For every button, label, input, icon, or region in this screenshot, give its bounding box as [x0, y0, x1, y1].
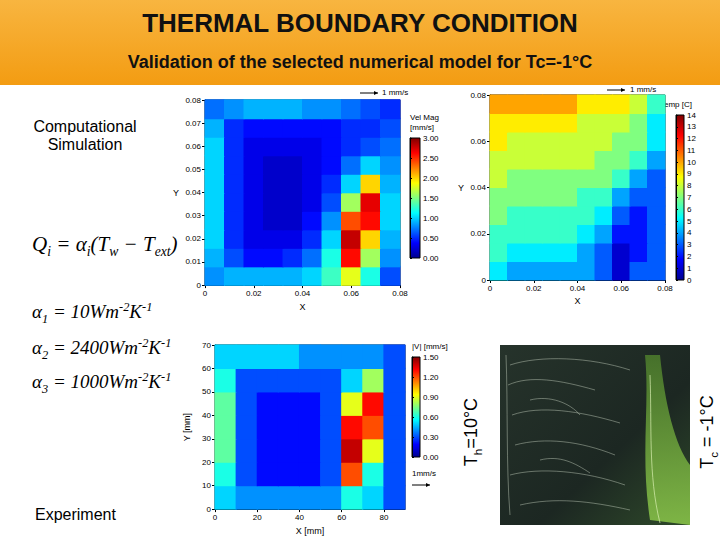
svg-text:Y [mm]: Y [mm] [182, 413, 192, 441]
svg-text:0.06: 0.06 [343, 289, 359, 298]
svg-text:0.08: 0.08 [657, 284, 673, 293]
svg-text:0.06: 0.06 [470, 137, 486, 146]
svg-text:0.03: 0.03 [185, 211, 201, 220]
svg-text:0.06: 0.06 [613, 284, 629, 293]
svg-text:0.01: 0.01 [185, 257, 201, 266]
svg-text:9: 9 [687, 169, 692, 178]
svg-text:40: 40 [202, 411, 211, 420]
svg-text:2.00: 2.00 [423, 174, 439, 183]
svg-text:|V| [mm/s]: |V| [mm/s] [412, 342, 448, 351]
html-text:α3= 1000 Wm-2K-1: α3= 1000 Wm-2K-1 [32, 370, 172, 397]
svg-text:0.00: 0.00 [423, 453, 439, 462]
svg-text:2: 2 [687, 252, 692, 261]
svg-text:40: 40 [295, 513, 304, 522]
svg-text:0.02: 0.02 [470, 229, 486, 238]
svg-text:0.02: 0.02 [185, 234, 201, 243]
html-text:T: T [697, 457, 717, 469]
svg-text:0: 0 [197, 281, 202, 290]
svg-text:1 mm/s: 1 mm/s [382, 88, 408, 97]
html-text:= -1°C: = -1°C [697, 395, 717, 452]
svg-text:1: 1 [687, 264, 692, 273]
svg-text:0: 0 [207, 505, 212, 514]
html-text:=10°C: =10°C [461, 397, 481, 449]
svg-text:0.02: 0.02 [246, 289, 262, 298]
svg-text:10: 10 [202, 481, 211, 490]
svg-text:12: 12 [687, 134, 696, 143]
svg-text:0.60: 0.60 [423, 413, 439, 422]
svg-text:1 mm/s: 1 mm/s [630, 85, 656, 94]
svg-text:50: 50 [202, 387, 211, 396]
svg-text:0: 0 [213, 513, 218, 522]
svg-text:14: 14 [687, 111, 696, 120]
svg-text:0: 0 [488, 284, 493, 293]
svg-text:3.00: 3.00 [423, 134, 439, 143]
svg-text:1mm/s: 1mm/s [412, 469, 436, 478]
svg-text:0.07: 0.07 [185, 119, 201, 128]
svg-text:0.02: 0.02 [526, 284, 542, 293]
svg-text:1.20: 1.20 [423, 373, 439, 382]
html-text:Qi= αi(Tw− Text): Qi= αi(Tw− Text) [32, 232, 178, 260]
svg-text:13: 13 [687, 122, 696, 131]
svg-text:1.00: 1.00 [423, 214, 439, 223]
html-text:Experiment: Experiment [35, 506, 116, 523]
svg-text:8: 8 [687, 181, 692, 190]
svg-text:0.08: 0.08 [470, 91, 486, 100]
svg-text:0.04: 0.04 [470, 183, 486, 192]
svg-text:0.04: 0.04 [295, 289, 311, 298]
html-text:h: h [470, 448, 484, 456]
svg-text:20: 20 [253, 513, 262, 522]
svg-text:60: 60 [202, 364, 211, 373]
svg-text:0: 0 [482, 276, 487, 285]
svg-text:5: 5 [687, 217, 692, 226]
svg-text:0.90: 0.90 [423, 393, 439, 402]
svg-text:0.04: 0.04 [185, 188, 201, 197]
svg-text:Temp [C]: Temp [C] [660, 99, 692, 109]
html-text:α2= 2400 Wm-2K-1: α2= 2400 Wm-2K-1 [32, 336, 172, 363]
svg-text:0.30: 0.30 [423, 433, 439, 442]
svg-text:30: 30 [202, 434, 211, 443]
html-text:THERMAL BOUNDARY CONDITION: THERMAL BOUNDARY CONDITION [142, 8, 578, 38]
svg-text:2.50: 2.50 [423, 154, 439, 163]
svg-text:6: 6 [687, 205, 692, 214]
svg-text:3: 3 [687, 240, 692, 249]
svg-text:X: X [299, 302, 305, 312]
svg-text:0: 0 [687, 276, 692, 285]
svg-text:0.04: 0.04 [570, 284, 586, 293]
svg-text:0.00: 0.00 [423, 254, 439, 263]
svg-text:1.50: 1.50 [423, 194, 439, 203]
svg-text:0: 0 [203, 289, 208, 298]
svg-text:4: 4 [687, 228, 692, 237]
svg-text:X: X [574, 296, 580, 306]
svg-text:60: 60 [337, 513, 346, 522]
html-text:α1= 10 Wm-2K-1: α1= 10 Wm-2K-1 [32, 300, 153, 327]
svg-text:Y: Y [173, 188, 179, 198]
svg-text:11: 11 [687, 146, 696, 155]
html-text:c: c [706, 451, 720, 458]
svg-text:80: 80 [379, 513, 388, 522]
html-text:Computational Simulation: Computational Simulation [33, 118, 137, 153]
svg-text:0.06: 0.06 [185, 142, 201, 151]
svg-text:70: 70 [202, 341, 211, 350]
svg-text:Vel Mag: Vel Mag [410, 113, 439, 122]
svg-text:7: 7 [687, 193, 692, 202]
svg-text:0.08: 0.08 [185, 96, 201, 105]
svg-text:Y: Y [458, 183, 464, 193]
svg-text:20: 20 [202, 458, 211, 467]
svg-text:0.50: 0.50 [423, 234, 439, 243]
svg-text:10: 10 [687, 158, 696, 167]
svg-text:[mm/s]: [mm/s] [410, 123, 434, 132]
svg-text:0.05: 0.05 [185, 165, 201, 174]
html-text:T: T [461, 455, 481, 467]
svg-text:X [mm]: X [mm] [296, 526, 325, 536]
svg-text:1.50: 1.50 [423, 353, 439, 362]
svg-text:0.08: 0.08 [392, 289, 408, 298]
html-text:Validation of the selected num: Validation of the selected numerical mod… [127, 52, 593, 72]
